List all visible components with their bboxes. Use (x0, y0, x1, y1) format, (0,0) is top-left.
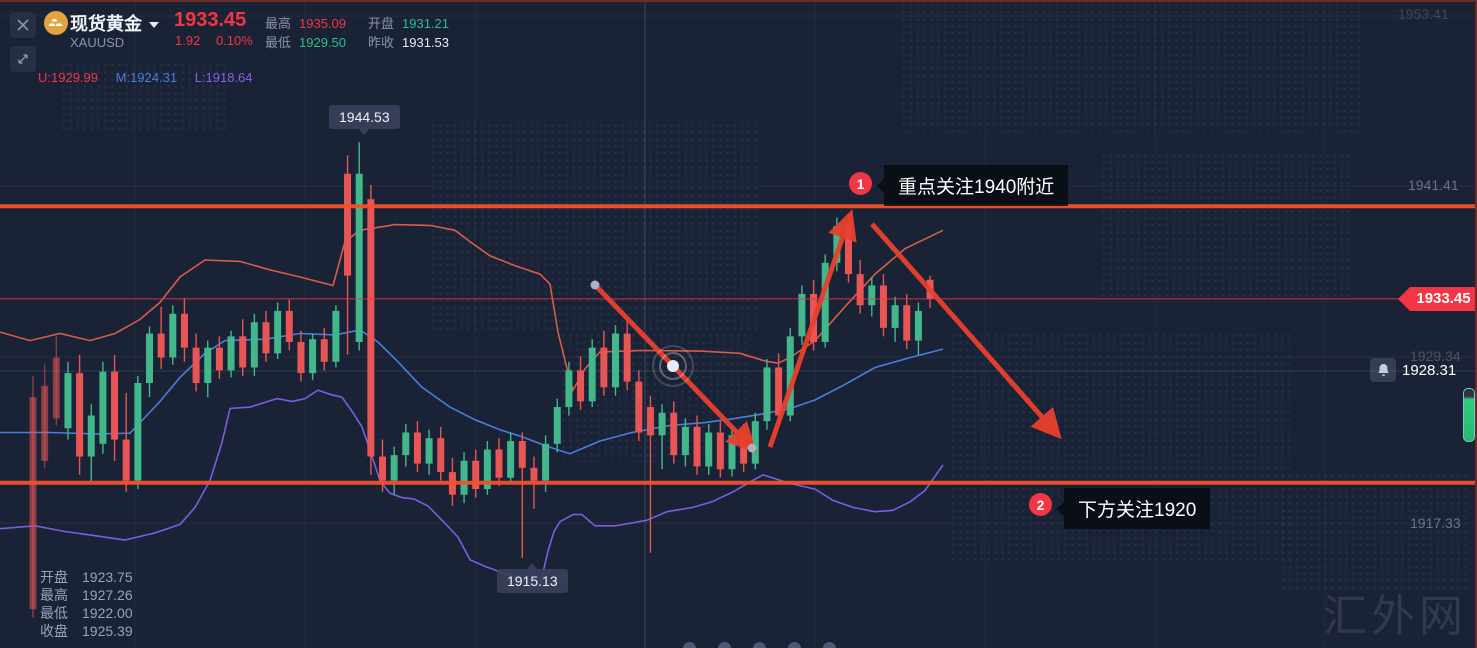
boll-upper: U:1929.99 (38, 70, 98, 85)
ohlc-close: 收盘 1925.39 (40, 623, 133, 639)
collapse-arrows-icon (18, 54, 28, 64)
boll-middle: M:1924.31 (115, 70, 178, 85)
scroll-gauge-handle[interactable] (1463, 388, 1475, 442)
bollinger-values: U:1929.99 M:1924.31 L:1918.64 (38, 70, 267, 85)
change-value: 1.92 (175, 33, 201, 48)
axis-label-1941: 1941.41 (1408, 177, 1459, 193)
site-watermark: 汇外网 (1323, 592, 1467, 641)
bell-icon (1377, 364, 1389, 376)
stat-low: 最低 1929.50 (265, 35, 347, 50)
gold-coin-icon (44, 11, 68, 35)
axis-label-1917: 1917.33 (1410, 515, 1461, 531)
last-price: 1933.45 (174, 9, 247, 31)
period-high-label: 1944.53 (329, 105, 400, 135)
boll-lower: L:1918.64 (194, 70, 253, 85)
alert-bell-button[interactable] (1370, 358, 1396, 382)
ohlc-low: 最低 1922.00 (40, 605, 133, 621)
ohlc-open: 开盘 1923.75 (40, 569, 133, 585)
price-change: 1.92 0.10% (175, 33, 253, 48)
symbol-code: XAUUSD (70, 35, 125, 50)
note-text-2: 下方关注1920 (1055, 488, 1211, 529)
price-tag-pointer (1398, 286, 1410, 311)
close-button[interactable] (10, 12, 36, 38)
collapse-button[interactable] (10, 46, 36, 72)
nav-dot[interactable] (788, 642, 801, 648)
nav-dot[interactable] (718, 642, 731, 648)
current-price-tag: 1933.45 (1398, 286, 1475, 311)
axis-label-1929: 1929.34 (1410, 348, 1461, 364)
axis-label-1953: 1953.41 (1398, 6, 1449, 22)
ohlc-high: 最高 1927.26 (40, 587, 133, 603)
close-icon (17, 19, 29, 31)
stat-prev-close: 昨收 1931.53 (368, 35, 450, 50)
note-marker-2[interactable]: 2 (1029, 493, 1052, 516)
period-low-label: 1915.13 (497, 563, 568, 593)
chevron-down-icon (149, 22, 159, 29)
change-percent: 0.10% (215, 33, 253, 48)
crosshair-price-label: 1928.31 (1402, 362, 1457, 379)
note-text-1: 重点关注1940附近 (875, 165, 1069, 206)
symbol-name: 现货黄金 (70, 14, 142, 34)
nav-dot[interactable] (753, 642, 766, 648)
stat-open: 开盘 1931.21 (368, 16, 450, 31)
symbol-selector[interactable]: 现货黄金 (70, 10, 159, 36)
note-marker-1[interactable]: 1 (849, 172, 872, 195)
price-tag-value: 1933.45 (1410, 286, 1475, 311)
stat-high: 最高 1935.09 (265, 16, 347, 31)
nav-dot[interactable] (683, 642, 696, 648)
nav-dot[interactable] (823, 642, 836, 648)
hover-ohlc-panel: 开盘 1923.75 最高 1927.26 最低 1922.00 收盘 1925.39 (40, 568, 133, 640)
